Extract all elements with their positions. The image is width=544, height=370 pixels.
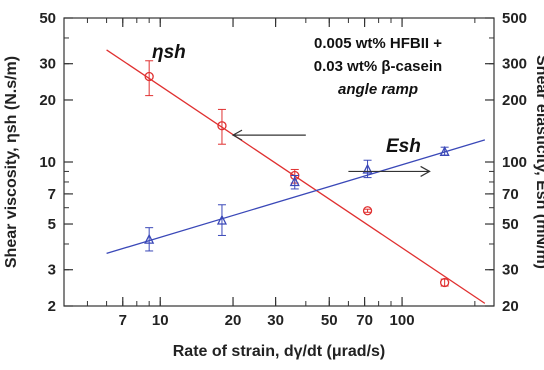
y2-tick-label: 100 bbox=[502, 154, 527, 171]
y-tick-label: 3 bbox=[48, 262, 56, 279]
y2-tick-label: 30 bbox=[502, 262, 519, 279]
data-point bbox=[362, 163, 373, 174]
series-label-eta: ηsh bbox=[152, 42, 186, 63]
x-axis-title: Rate of strain, dγ/dt (μrad/s) bbox=[173, 343, 385, 360]
y-tick-label: 20 bbox=[39, 92, 56, 109]
data-point bbox=[362, 206, 373, 216]
x-tick-label: 10 bbox=[152, 312, 169, 329]
data-point bbox=[289, 176, 300, 187]
y2-axis-title: Shear elasticity, Esh (mN/m) bbox=[533, 55, 544, 269]
data-point bbox=[439, 277, 450, 288]
fit-line bbox=[106, 139, 486, 255]
y2-tick-label: 500 bbox=[502, 10, 527, 27]
x-tick-label: 7 bbox=[119, 312, 127, 329]
y2-tick-label: 50 bbox=[502, 216, 519, 233]
y2-tick-label: 70 bbox=[502, 186, 519, 203]
annotation-line: 0.005 wt% HFBII + bbox=[314, 35, 442, 52]
data-point bbox=[144, 233, 155, 244]
annotation-line: angle ramp bbox=[338, 81, 418, 98]
y-tick-label: 30 bbox=[39, 56, 56, 73]
y-tick-label: 10 bbox=[39, 154, 56, 171]
x-tick-label: 30 bbox=[267, 312, 284, 329]
y-axis-title: Shear viscosity, ηsh (N.s/m) bbox=[3, 56, 20, 268]
fit-line bbox=[106, 49, 486, 304]
data-point bbox=[144, 71, 154, 82]
arrow-head bbox=[231, 129, 243, 141]
data-point bbox=[439, 145, 450, 157]
y2-tick-label: 200 bbox=[502, 92, 527, 109]
series-label-esh: Esh bbox=[386, 136, 421, 157]
annotation-line: 0.03 wt% β-casein bbox=[314, 58, 442, 75]
data-point bbox=[216, 214, 228, 225]
x-tick-label: 20 bbox=[225, 312, 242, 329]
plot-layer: 7 10 20 30 50 70 100 2 3 5 7 10 20 30 50 20 30 50 70 100 200… bbox=[3, 10, 544, 360]
x-tick-label: 100 bbox=[390, 312, 415, 329]
data-point bbox=[217, 121, 227, 131]
y-tick-label: 2 bbox=[48, 298, 56, 315]
y-tick-label: 5 bbox=[48, 216, 56, 233]
y-tick-label: 7 bbox=[48, 186, 56, 203]
x-tick-label: 70 bbox=[356, 312, 373, 329]
x-tick-label: 50 bbox=[321, 312, 338, 329]
arrow-head bbox=[420, 165, 431, 177]
y2-tick-label: 300 bbox=[502, 56, 527, 73]
y2-tick-label: 20 bbox=[502, 298, 519, 315]
y-tick-label: 50 bbox=[39, 10, 56, 27]
